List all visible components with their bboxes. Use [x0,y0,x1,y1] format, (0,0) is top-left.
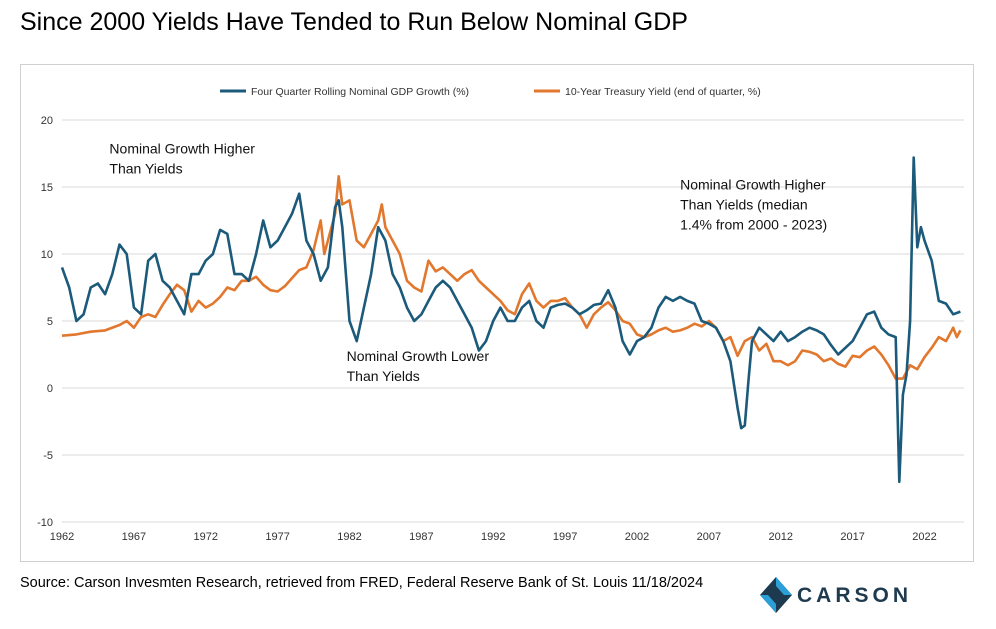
x-tick-label: 2012 [768,531,792,543]
legend-item-nominal-gdp-growth: Four Quarter Rolling Nominal GDP Growth … [251,86,469,98]
annotation-2: Nominal Growth Lower Than Yields [347,348,490,384]
annotation-3: Nominal Growth Higher Than Yields (median… [680,177,827,233]
x-tick-label: 1972 [194,531,218,543]
x-tick-label: 1987 [409,531,433,543]
y-tick-label: 5 [47,316,53,328]
x-tick-label: 2022 [912,531,936,543]
annotation-1: Nominal Growth Higher Than Yields [109,141,255,177]
chart-frame [20,64,974,562]
x-tick-label: 1992 [481,531,505,543]
source-note: Source: Carson Invesmten Research, retri… [20,575,704,591]
y-tick-label: 15 [41,182,53,194]
x-tick-label: 1967 [122,531,146,543]
carson-logo-text: CARSON [797,584,913,607]
x-tick-label: 2007 [697,531,721,543]
y-tick-label: -5 [43,450,53,462]
x-tick-label: 2017 [840,531,864,543]
x-tick-label: 1977 [265,531,289,543]
x-tick-label: 1997 [553,531,577,543]
legend-item-10y-treasury-yield: 10-Year Treasury Yield (end of quarter, … [565,86,761,98]
x-tick-label: 1982 [337,531,361,543]
series-line-nominal-gdp-growth [60,156,961,484]
x-tick-label: 2002 [625,531,649,543]
line-chart: -10 -5 0 5 10 15 20 1962 1967 1972 1977 1982 1987 199… [37,86,964,543]
chart-title: Since 2000 Yields Have Tended to Run Bel… [20,8,688,36]
series-line-10y-treasury-yield [61,175,962,380]
carson-logo-icon [760,577,792,613]
y-tick-label: 0 [47,383,53,395]
y-tick-label: -10 [37,517,53,529]
y-tick-label: 20 [41,115,53,127]
y-tick-label: 10 [41,249,53,261]
x-tick-label: 1962 [50,531,74,543]
